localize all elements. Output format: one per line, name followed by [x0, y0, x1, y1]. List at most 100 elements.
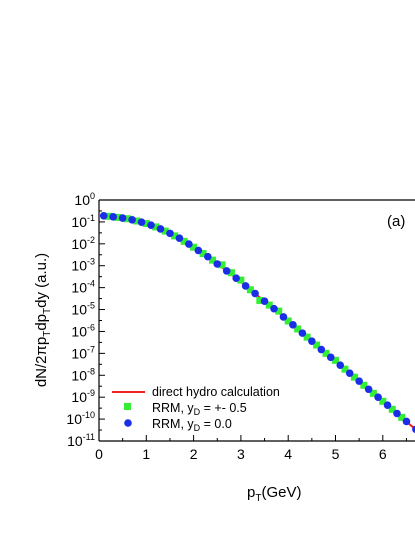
legend: direct hydro calculation RRM, yD = +- 0.… [112, 385, 280, 433]
data-point-circle [194, 246, 203, 255]
y-tick-label: 10-10 [66, 410, 95, 427]
data-point-square [209, 256, 217, 264]
data-point-square [199, 250, 207, 258]
data-point-square [369, 389, 377, 397]
legend-swatch-square [124, 403, 131, 410]
data-point-square [171, 232, 179, 240]
panel-label: (a) [387, 213, 405, 230]
y-axis-title: dN/2πpTdpTdy (a.u.) [33, 253, 53, 387]
data-point-square [398, 413, 406, 421]
plot-frame [98, 199, 415, 442]
data-point-square [133, 217, 141, 225]
data-point-circle [251, 289, 259, 298]
y-tick-label: 10-1 [71, 213, 95, 230]
data-point-circle [289, 321, 297, 329]
data-point-circle [412, 425, 415, 434]
legend-label-line: direct hydro calculation [152, 385, 280, 399]
data-point-square [275, 307, 283, 315]
data-point-square [190, 243, 198, 251]
data-point-circle [128, 215, 136, 224]
data-point-circle [166, 229, 174, 238]
data-point-circle [279, 313, 288, 321]
legend-label-square: RRM, yD = +- 0.5 [152, 401, 247, 417]
data-point-circle [109, 213, 117, 221]
data-point-circle [118, 214, 127, 222]
data-point-circle [355, 377, 363, 385]
data-point-circle [270, 304, 278, 313]
data-point-circle [336, 361, 345, 369]
data-point-square [114, 213, 122, 221]
data-point-square [303, 333, 311, 341]
data-point-square [180, 237, 188, 245]
data-point-circle [147, 221, 155, 229]
legend-swatch-circle [124, 419, 132, 427]
data-point-circle [317, 345, 326, 354]
y-tick-label: 10-3 [71, 257, 95, 274]
data-point-circle [326, 353, 335, 362]
data-point-circle [383, 401, 392, 410]
data-point-circle [232, 274, 240, 282]
data-point-circle [137, 218, 146, 226]
y-tick-label: 10-2 [71, 235, 95, 252]
data-point-square [104, 212, 112, 220]
data-point-square [360, 381, 368, 389]
data-point-square [161, 227, 169, 235]
data-point-circle [260, 297, 269, 306]
data-point-square [294, 325, 302, 333]
data-point-square [313, 341, 321, 349]
data-point-square [388, 405, 396, 413]
x-tick-label: 3 [237, 446, 245, 462]
data-point-square [142, 219, 150, 227]
data-point-circle [156, 225, 165, 233]
data-point-square [265, 301, 273, 309]
y-tick-label: 10-6 [71, 322, 95, 339]
x-tick-label: 4 [284, 446, 292, 462]
data-point-square [123, 215, 131, 223]
data-point-circle [374, 393, 382, 401]
legend-label-circle: RRM, yD = 0.0 [152, 417, 232, 433]
data-point-square [350, 373, 358, 381]
series-rrm-yd-0.5 [104, 212, 406, 421]
y-axis: 100 10-1 10-2 10-3 10-4 10-5 10-6 10-7 10-8 10-9 1… [66, 191, 105, 449]
data-point-square [227, 269, 235, 277]
data-point-circle [241, 282, 250, 290]
data-point-square [379, 397, 387, 405]
data-point-square [218, 261, 226, 269]
x-tick-label: 6 [379, 446, 387, 462]
data-point-circle [308, 337, 316, 345]
data-point-square [256, 296, 264, 304]
data-point-square [332, 356, 339, 364]
data-point-circle [203, 252, 212, 261]
data-point-square [237, 276, 245, 284]
x-tick-label: 0 [95, 446, 103, 462]
x-axis-title: pT(GeV) [247, 484, 301, 504]
y-tick-label: 100 [74, 191, 95, 208]
x-tick-label: 5 [332, 446, 340, 462]
series-rrm-yd-0.0 [99, 212, 415, 434]
y-tick-label: 10-8 [71, 366, 95, 383]
x-tick-label: 2 [190, 446, 198, 462]
data-point-circle [345, 369, 354, 377]
y-tick-label: 10-4 [71, 279, 95, 296]
data-point-circle [402, 417, 411, 426]
data-point-circle [298, 329, 307, 337]
data-point-circle [175, 234, 184, 243]
y-tick-label: 10-11 [67, 432, 95, 449]
data-point-square [284, 317, 292, 325]
data-point-circle [99, 212, 108, 220]
data-point-square [152, 223, 160, 231]
y-tick-label: 10-9 [71, 388, 95, 405]
data-point-square [341, 365, 349, 373]
x-tick-label: 1 [142, 446, 150, 462]
data-point-circle [185, 240, 193, 248]
data-point-circle [222, 267, 231, 275]
data-point-square [322, 349, 330, 357]
x-axis: 0 1 2 3 4 5 6 [95, 435, 407, 462]
data-point-square [246, 286, 254, 294]
data-point-circle [364, 385, 373, 394]
data-point-circle [213, 260, 222, 268]
y-tick-label: 10-5 [71, 301, 95, 318]
y-tick-label: 10-7 [71, 344, 95, 361]
data-point-circle [393, 409, 401, 418]
